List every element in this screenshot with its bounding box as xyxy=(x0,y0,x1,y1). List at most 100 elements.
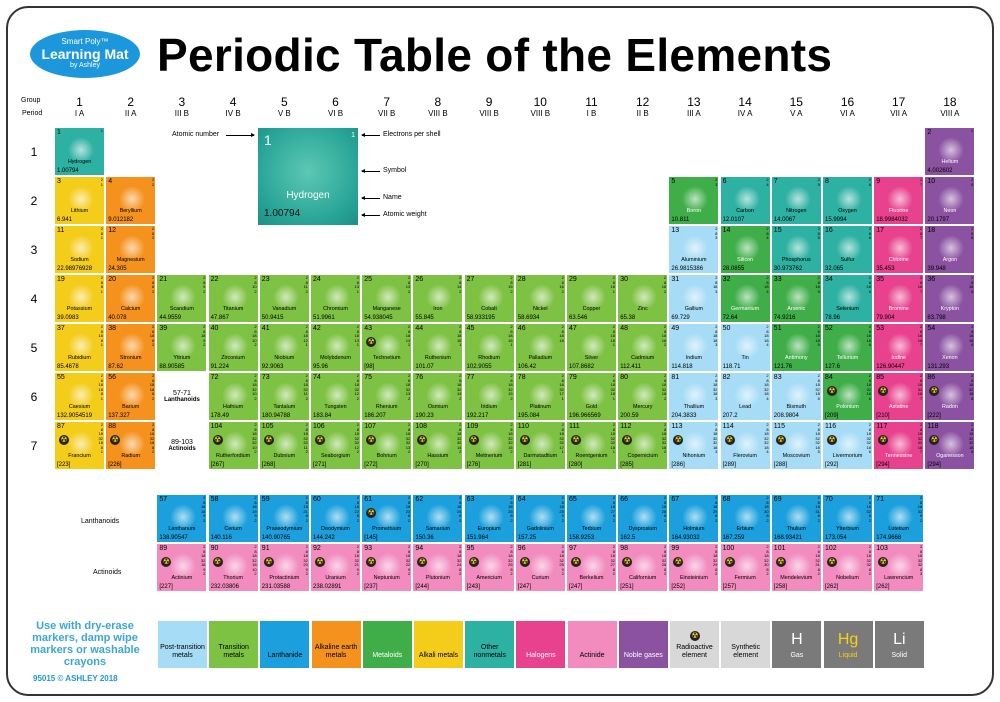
element-glow xyxy=(119,431,146,457)
element-name: Boron xyxy=(686,208,702,214)
element-name: Silicon xyxy=(737,257,754,263)
atomic-weight: 178.49 xyxy=(210,413,229,419)
element-cell: 105 2 8 18 32 32 11 2 ☢ Dubnium [268] xyxy=(258,421,310,470)
key-name-label: Name xyxy=(383,194,402,201)
arrow-left-icon xyxy=(361,169,380,173)
group-number: 4 IV B xyxy=(208,95,259,118)
element-name: Deodymium xyxy=(321,526,350,532)
element-name: Lithium xyxy=(70,208,89,214)
element-name: Bohrium xyxy=(376,453,397,459)
atomic-weight: [271] xyxy=(313,462,327,468)
radioactive-icon: ☢ xyxy=(519,557,530,567)
atomic-weight: 20.1797 xyxy=(927,217,950,223)
radioactive-icon: ☢ xyxy=(775,557,786,567)
atomic-weight: 168.93421 xyxy=(773,535,803,541)
atomic-number: 45 xyxy=(466,325,475,332)
element-glow xyxy=(887,431,914,457)
atomic-weight: [247] xyxy=(517,584,532,590)
atomic-number: 87 xyxy=(57,423,65,430)
atomic-number: 93 xyxy=(364,545,372,552)
element-name: Tin xyxy=(741,355,749,361)
radioactive-icon: ☢ xyxy=(673,557,684,567)
element-cell: 63 2 8 18 25 8 2 Europium 151.964 xyxy=(463,494,515,543)
element-glow xyxy=(887,553,914,579)
element-glow xyxy=(477,431,504,457)
element-name: Fluorine xyxy=(888,208,909,214)
element-key-card: 1 1 Hydrogen 1.00794 xyxy=(258,128,358,225)
atomic-weight: 101.07 xyxy=(415,364,434,370)
element-cell: 103 2 8 18 32 32 8 3 ☢ Lawrencium [262] xyxy=(873,543,925,592)
atomic-number: 56 xyxy=(108,374,116,381)
legend-label: Halogens xyxy=(526,652,556,659)
electron-shells: 2 8 18 32 15 2 xyxy=(508,373,513,401)
electron-shells: 2 8 15 2 xyxy=(508,275,513,294)
atomic-weight: 95.96 xyxy=(313,364,329,370)
atomic-number: 112 xyxy=(620,423,632,430)
element-cell: 27 2 8 15 2 Cobalt 58.933195 xyxy=(463,274,515,323)
element-name: Nickel xyxy=(532,306,548,312)
atomic-number: 8 xyxy=(825,178,829,185)
radioactive-icon: ☢ xyxy=(366,435,377,445)
element-name: Uranium xyxy=(325,575,346,581)
atomic-number: 60 xyxy=(313,496,321,503)
atomic-weight: 24.305 xyxy=(108,266,127,272)
element-glow xyxy=(272,504,299,530)
element-glow xyxy=(887,382,914,408)
electron-shells: 2 8 18 18 4 xyxy=(764,324,769,347)
atomic-weight: 55.845 xyxy=(415,315,434,321)
legend-swatch: Other nonmetals xyxy=(464,620,516,669)
electron-shells: 2 8 18 32 32 13 2 xyxy=(405,422,411,454)
element-glow xyxy=(68,186,94,212)
radioactive-icon: ☢ xyxy=(366,508,377,518)
element-cell: 25 2 8 13 2 Manganese 54.938045 xyxy=(361,274,413,323)
group-label: Group xyxy=(21,97,41,104)
element-glow xyxy=(272,431,299,457)
element-cell: 113 2 8 18 32 32 18 3 ☢ Nihonium [286] xyxy=(668,421,720,470)
electron-shells: 2 8 18 13 1 xyxy=(354,324,359,347)
element-cell: 83 2 8 18 32 18 5 Bismuth 208.9804 xyxy=(770,372,822,421)
element-glow xyxy=(887,504,914,530)
element-name: Stronium xyxy=(119,355,142,361)
atomic-number: 11 xyxy=(57,227,65,234)
element-glow xyxy=(119,333,146,359)
atomic-number: 27 xyxy=(466,276,475,283)
element-name: Promethium xyxy=(372,526,402,532)
atomic-weight: [98] xyxy=(364,364,375,370)
element-cell: 109 2 8 18 32 32 15 2 ☢ Meitnerium [276] xyxy=(463,421,515,470)
electron-shells: 2 8 18 13 2 xyxy=(405,324,411,347)
element-glow xyxy=(580,284,606,310)
group-arabic: 17 xyxy=(892,95,906,109)
element-name: Arsenic xyxy=(787,306,806,312)
period-number: 1 xyxy=(30,145,38,159)
element-cell: 64 2 8 18 25 9 2 Gadolinium 157.25 xyxy=(514,494,566,543)
electron-shells: 2 8 18 32 32 18 3 xyxy=(712,422,718,454)
radioactive-icon: ☢ xyxy=(571,557,581,567)
atomic-weight: 207.2 xyxy=(722,413,738,419)
atomic-number: 9 xyxy=(876,178,881,185)
atomic-weight: 69.729 xyxy=(671,315,690,321)
element-glow xyxy=(170,284,197,310)
element-glow xyxy=(324,284,350,310)
element-name: Scandium xyxy=(169,306,194,312)
actinoid-caption: Actinoids xyxy=(168,446,196,452)
atomic-number: 39 xyxy=(159,325,168,332)
element-glow xyxy=(221,504,248,530)
electron-shells: 2 8 18 23 8 2 xyxy=(405,495,411,523)
atomic-weight: 10.811 xyxy=(671,217,690,223)
atomic-weight: 131.293 xyxy=(927,364,950,370)
atomic-number: 80 xyxy=(620,374,628,381)
element-glow xyxy=(733,382,760,408)
atomic-number: 32 xyxy=(722,276,731,283)
atomic-weight: 1.00794 xyxy=(57,168,79,174)
atomic-weight: 204.3833 xyxy=(671,413,697,419)
atomic-number: 47 xyxy=(569,325,577,332)
electron-shells: 2 8 18 32 18 1 xyxy=(610,373,615,401)
element-glow xyxy=(938,235,965,261)
atomic-number: 106 xyxy=(313,423,325,430)
element-name: Osmium xyxy=(427,404,448,410)
element-name: Lanthanum xyxy=(168,526,196,532)
element-glow xyxy=(272,333,299,359)
element-name: Hafnium xyxy=(223,404,244,410)
group-arabic: 11 xyxy=(585,95,598,109)
